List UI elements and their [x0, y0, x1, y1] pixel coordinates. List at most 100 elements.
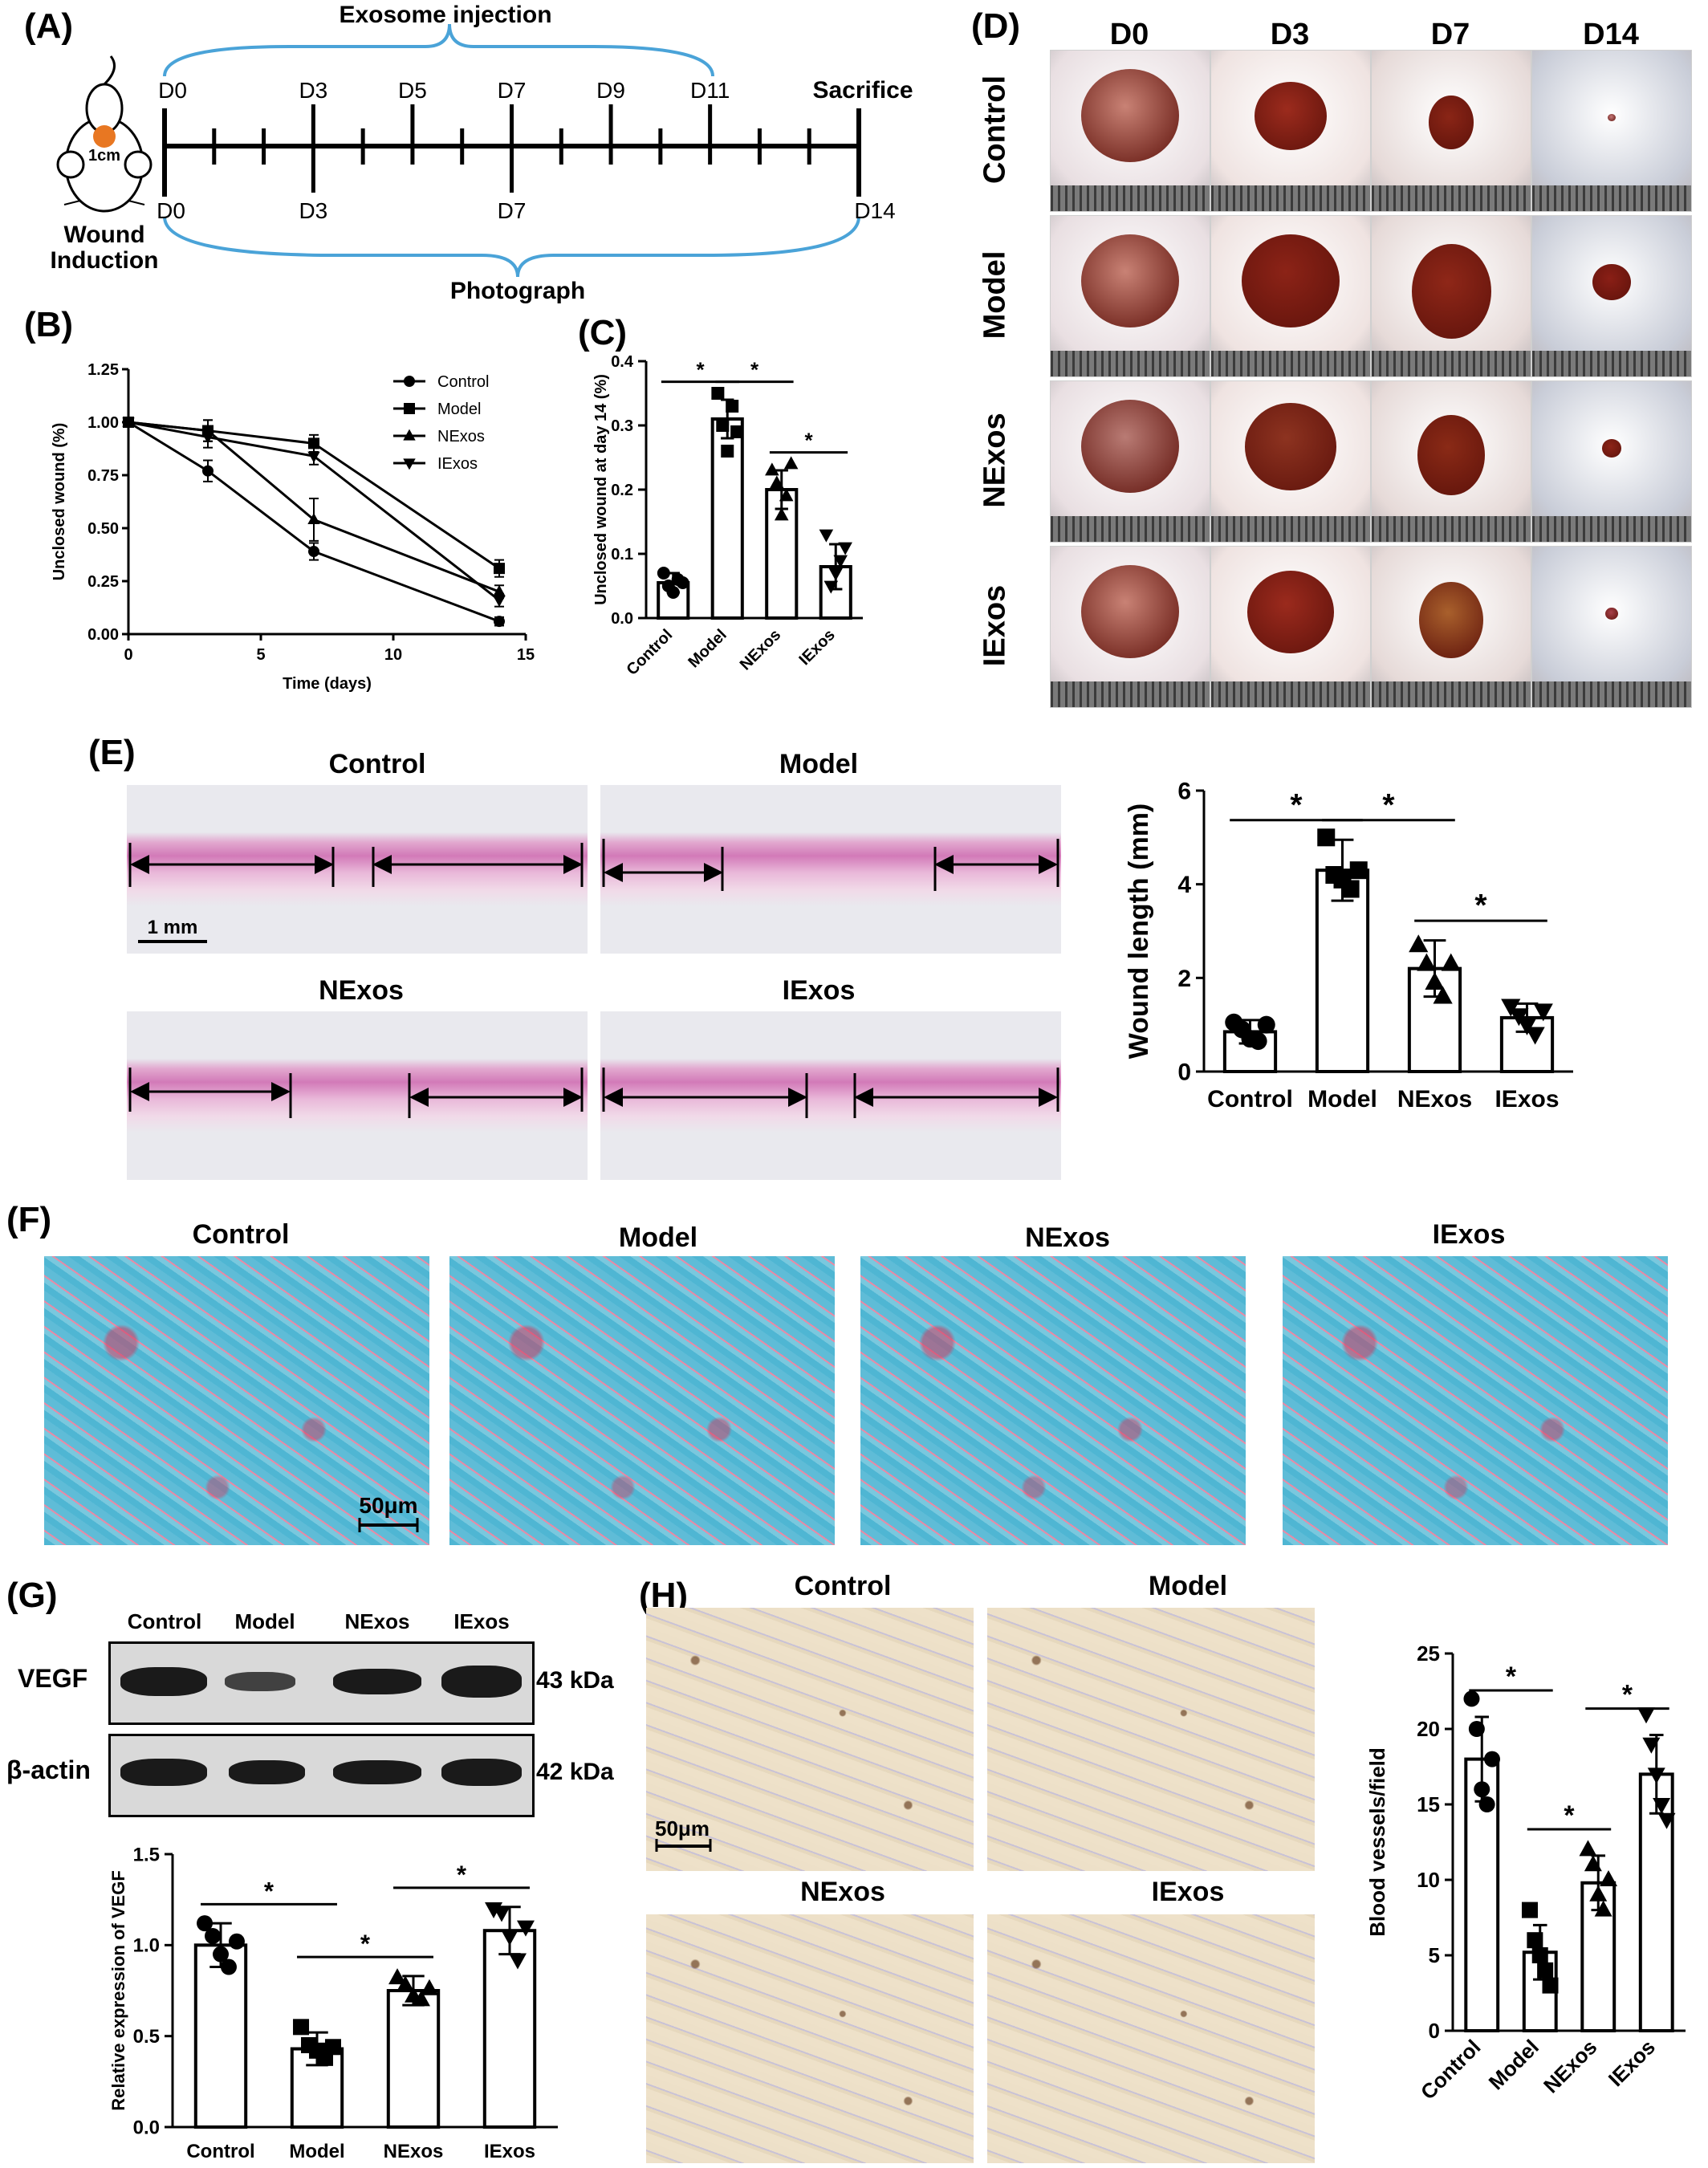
ruler	[1372, 185, 1531, 211]
wound-photo-control-d7	[1371, 50, 1531, 212]
timeline-top-d0: D0	[158, 78, 187, 103]
wound-area	[1244, 402, 1337, 490]
photo-col-d7: D7	[1430, 18, 1470, 51]
significance-star: *	[360, 1930, 371, 1958]
masson-image-iexos	[1283, 1256, 1668, 1545]
wound-area	[1241, 234, 1340, 328]
chartG-ytick-label: 0.0	[133, 2117, 160, 2138]
wound-photo-iexos-d7	[1371, 546, 1531, 708]
xtick-control: Control	[1207, 1086, 1293, 1112]
point-control	[213, 1946, 229, 1963]
timeline-ticks	[212, 104, 811, 193]
significance-star: *	[1382, 788, 1395, 823]
bar-model	[1315, 868, 1370, 1073]
ruler	[1051, 185, 1210, 211]
series-line-iexos	[128, 421, 500, 601]
mouse-icon	[56, 55, 152, 213]
masson-image-control	[44, 1256, 429, 1545]
point-nexos	[1433, 986, 1453, 1004]
point-iexos	[824, 580, 839, 594]
chartE-ytick-label: 2	[1177, 966, 1191, 992]
photo-row-control: Control	[978, 75, 1012, 185]
xtick-model: Model	[1307, 1086, 1377, 1112]
wound-photo-model-d7	[1371, 215, 1531, 377]
chartH-ytick-label: 5	[1429, 1943, 1440, 1967]
xtick-model: Model	[685, 626, 730, 671]
series-point-control	[494, 616, 505, 628]
point-control	[1484, 1751, 1501, 1767]
significance-star: *	[696, 358, 705, 382]
point-iexos	[1525, 1027, 1545, 1045]
series-line-nexos	[128, 421, 500, 593]
point-nexos	[1594, 1900, 1612, 1917]
photo-col-d0: D0	[1109, 18, 1149, 51]
ruler	[1532, 516, 1691, 542]
panel-e: (E) Control Model NExos IExos 1 mm	[0, 726, 1708, 1200]
panel-b-label: (B)	[24, 305, 74, 344]
wb-size-vegf: 43 kDa	[536, 1667, 614, 1694]
chartB-ytick-label: 1.00	[87, 414, 119, 432]
point-model	[1531, 1947, 1548, 1963]
photograph-label: Photograph	[450, 278, 585, 304]
chartB-ytick-label: 1.25	[87, 361, 119, 379]
series-point-iexos	[493, 596, 506, 608]
chartG-ytick-label: 1.0	[133, 1935, 160, 1957]
legend-label-model: Model	[437, 401, 481, 418]
xtick-model: Model	[289, 2141, 344, 2162]
panel-c: (C) 0.0 0.1 0.2 0.3 0.4 Control Model NExos IExo…	[562, 305, 931, 722]
point-iexos	[833, 555, 848, 568]
panel-c-label: (C)	[578, 313, 628, 352]
wound-photo-control-d14	[1531, 50, 1692, 212]
photo-row-model: Model	[978, 250, 1012, 340]
chartH-ylabel: Blood vessels/field	[1365, 1747, 1389, 1937]
point-nexos	[412, 1990, 430, 2007]
wound-area	[1080, 234, 1180, 328]
point-model	[1537, 1962, 1554, 1979]
point-model	[726, 400, 739, 413]
ihc-image-model	[987, 1608, 1315, 1871]
legend-marker-iexos	[403, 458, 416, 470]
point-nexos	[388, 1968, 407, 1985]
point-iexos	[1647, 1767, 1665, 1784]
xtick-iexos: IExos	[795, 626, 838, 669]
xtick-iexos: IExos	[484, 2141, 535, 2162]
significance-star: *	[1622, 1680, 1633, 1710]
wound-photo-nexos-d7	[1371, 380, 1531, 543]
panel-g: (G) Control Model NExos IExos VEGF β-actin …	[0, 1569, 634, 2168]
sacrifice-label: Sacrifice	[812, 77, 913, 104]
line-chart-wound-closure: 0.00 0.25 0.50 0.75 1.00 1.25 0 5 10 15 Time (days…	[51, 361, 535, 693]
chartC-ytick-label: 0.0	[611, 610, 633, 628]
series-line-control	[128, 421, 500, 623]
series-point-nexos	[307, 513, 320, 525]
panel-g-label: (G)	[6, 1576, 58, 1615]
masson-image-nexos	[860, 1256, 1246, 1545]
chartB-ytick-label: 0.25	[87, 573, 119, 591]
series-point-control	[202, 465, 214, 477]
point-nexos	[1441, 953, 1461, 971]
bar-nexos	[386, 1989, 441, 2129]
he-scale-bar-label: 1 mm	[148, 917, 198, 938]
panel-f: (F) Control Model NExos IExos 50μm	[0, 1200, 1708, 1561]
ruler	[1372, 516, 1531, 542]
point-iexos	[1642, 1737, 1661, 1754]
ruler	[1211, 516, 1370, 542]
panel-d: (D) D0 D3 D7 D14 Control Model NExos IExos	[947, 0, 1708, 722]
wound-induction-line1: Wound	[63, 222, 144, 248]
actin-band-nexos	[333, 1760, 421, 1784]
wound-area	[1246, 570, 1335, 653]
timeline-bottom-d7: D7	[498, 198, 527, 223]
wound-photo-control-d3	[1210, 50, 1371, 212]
wound-area	[1602, 439, 1621, 458]
photo-row-nexos: NExos	[978, 413, 1012, 508]
he-wound-arrows: 1 mm	[128, 839, 1059, 1118]
ruler	[1532, 185, 1691, 211]
ihc-title-control: Control	[794, 1571, 892, 1601]
wound-area	[1080, 68, 1180, 163]
point-iexos	[819, 529, 834, 543]
ihc-image-control	[646, 1608, 974, 1871]
series-point-control	[308, 546, 319, 558]
chartB-xlabel: Time (days)	[283, 675, 372, 693]
point-nexos	[1600, 1870, 1618, 1886]
vegf-band-model	[225, 1672, 295, 1691]
xtick-control: Control	[1416, 2035, 1486, 2105]
